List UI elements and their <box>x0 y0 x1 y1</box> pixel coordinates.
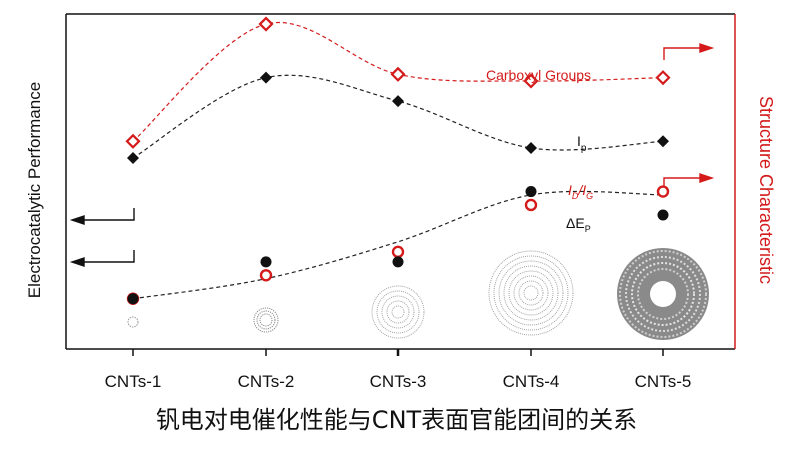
x-tick-label-1: CNTs-1 <box>105 372 162 391</box>
idig-point-3 <box>391 245 405 259</box>
chart: Electrocatalytic Performance Structure C… <box>25 13 776 391</box>
chart-caption: 钒电对电催化性能与CNT表面官能团间的关系 <box>155 406 638 434</box>
carboxyl-point-5 <box>655 70 671 86</box>
ip-curve <box>132 74 664 159</box>
cnt-structure-illustrations <box>127 248 709 340</box>
carboxyl-point-1 <box>125 133 141 149</box>
carboxyl-point-3 <box>390 66 406 82</box>
idig-point-4 <box>524 198 538 212</box>
cnt-1-ring-icon <box>127 316 139 328</box>
dep-point-3 <box>392 256 404 268</box>
right-axis-title: Structure Characteristic <box>756 96 776 284</box>
data-markers <box>125 16 671 305</box>
carboxyl-point-2 <box>258 16 274 32</box>
idig-label: ID/IG <box>568 182 593 201</box>
left-axis-title: Electrocatalytic Performance <box>25 82 44 298</box>
ip-label: Ip <box>577 133 587 154</box>
cnt-2-ring-icon <box>253 307 279 333</box>
x-tick-label-5: CNTs-5 <box>635 372 692 391</box>
ip-point-3 <box>392 95 404 108</box>
ip-axis-arrow <box>69 208 135 225</box>
dep-axis-arrow <box>69 250 135 267</box>
dep-label: ΔEP <box>566 215 591 234</box>
carboxyl-label: Carboxyl Groups <box>486 67 591 83</box>
x-tick-label-4: CNTs-4 <box>503 372 560 391</box>
idig-axis-arrow <box>663 173 715 190</box>
ip-point-2 <box>260 71 272 84</box>
dep-point-4 <box>525 186 537 198</box>
carboxyl-point-4 <box>523 73 539 89</box>
cnt-4-ring-icon <box>488 250 574 336</box>
carboxyl-axis-arrow <box>663 43 715 60</box>
ip-point-4 <box>525 142 537 154</box>
ip-point-1 <box>127 152 139 165</box>
x-tick-label-3: CNTs-3 <box>370 372 427 391</box>
cnt-3-ring-icon <box>371 285 425 339</box>
x-tick-label-2: CNTs-2 <box>238 372 295 391</box>
dep-point-5 <box>657 209 669 221</box>
dep-point-2 <box>260 256 272 268</box>
idig-point-5 <box>656 185 670 198</box>
idig-point-2 <box>259 269 273 282</box>
cnt-5-ring-icon <box>617 248 709 340</box>
x-axis-ticks: CNTs-1 CNTs-2 CNTs-3 CNTs-4 CNTs-5 <box>105 349 692 391</box>
dep-point-1 <box>127 293 139 305</box>
idig-dep-trend-curve <box>132 190 664 300</box>
ip-point-5 <box>657 135 669 148</box>
